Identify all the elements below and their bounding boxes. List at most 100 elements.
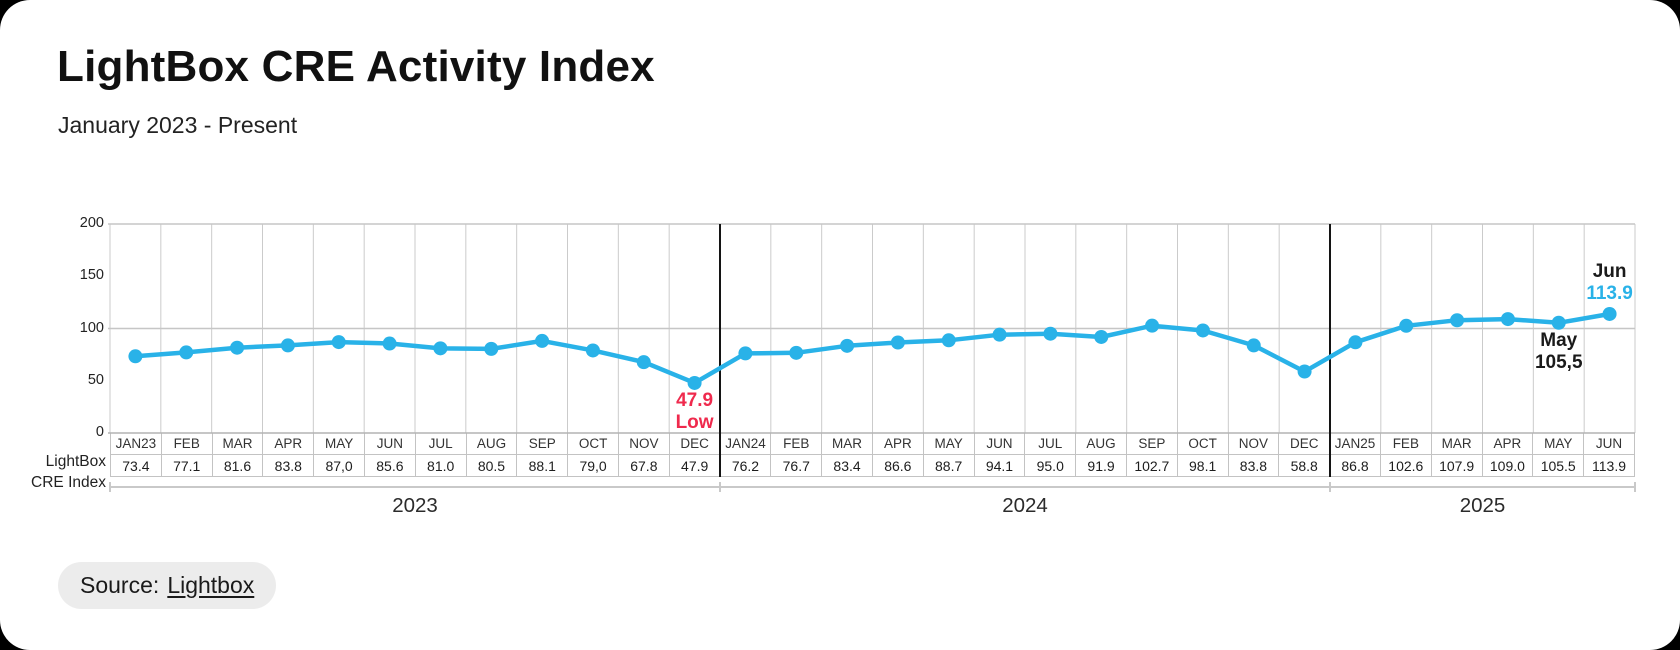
series-row-label-line2: CRE Index — [31, 474, 106, 491]
month-cell: JUN — [1584, 433, 1635, 455]
value-cell: 102.7 — [1126, 455, 1178, 477]
value-cell: 109.0 — [1482, 455, 1534, 477]
annotation-jun25: Jun 113.9 — [1586, 261, 1633, 305]
month-cell: MAR — [1431, 433, 1483, 455]
month-cell: MAY — [923, 433, 975, 455]
value-cell: 83.4 — [822, 455, 873, 477]
value-cell: 79,0 — [568, 455, 619, 477]
value-cell: 81.6 — [212, 455, 264, 477]
value-cell: 86.8 — [1330, 455, 1381, 477]
value-cell: 88.1 — [517, 455, 569, 477]
month-cell: OCT — [1177, 433, 1229, 455]
month-cell: MAY — [1533, 433, 1585, 455]
month-cell: APR — [872, 433, 924, 455]
annotation-line: Jun — [1592, 260, 1627, 282]
data-point — [280, 338, 295, 353]
month-cell: NOV — [618, 433, 670, 455]
month-cell: JAN23 — [110, 433, 162, 455]
month-cell: JAN25 — [1330, 433, 1381, 455]
month-cell: DEC — [669, 433, 721, 455]
data-point — [1195, 323, 1210, 338]
data-point — [433, 341, 448, 356]
source-link[interactable]: Lightbox — [167, 572, 255, 598]
y-axis-tick: 100 — [79, 319, 104, 336]
value-cell: 105.5 — [1533, 455, 1585, 477]
data-point — [687, 375, 702, 390]
value-cell: 58.8 — [1279, 455, 1331, 477]
data-point — [789, 345, 804, 360]
annotation-line: Low — [675, 411, 714, 433]
value-cell: 86.6 — [872, 455, 924, 477]
month-cell: JUL — [1025, 433, 1077, 455]
month-cell: SEP — [517, 433, 569, 455]
data-point — [941, 333, 956, 348]
data-point — [1246, 338, 1261, 353]
value-cell: 67.8 — [618, 455, 670, 477]
month-cell: FEB — [771, 433, 823, 455]
y-axis-tick: 50 — [87, 371, 104, 388]
data-point — [535, 333, 550, 348]
month-cell: OCT — [568, 433, 619, 455]
annotation-may25: May 105,5 — [1535, 330, 1583, 374]
data-point — [1145, 318, 1160, 333]
month-cell: FEB — [1380, 433, 1432, 455]
year-label: 2025 — [1459, 494, 1506, 517]
source-prefix: Source: — [80, 572, 160, 598]
year-label: 2023 — [392, 494, 438, 517]
data-point — [382, 336, 397, 351]
value-cell: 83.8 — [1228, 455, 1280, 477]
data-point — [1500, 312, 1515, 327]
month-cell: APR — [1482, 433, 1534, 455]
month-cell: MAR — [822, 433, 873, 455]
value-cell: 95.0 — [1025, 455, 1077, 477]
month-cell: JAN24 — [720, 433, 772, 455]
data-point — [1043, 326, 1058, 341]
value-row: 73.4 77.1 81.6 83.8 87,0 85.6 81.0 80.5 88.1 79,0… — [110, 455, 1635, 477]
month-cell: FEB — [161, 433, 213, 455]
data-point — [484, 341, 499, 356]
value-cell: 107.9 — [1431, 455, 1483, 477]
source-pill: Source: Lightbox — [58, 562, 277, 609]
month-cell: JUL — [415, 433, 467, 455]
data-point — [992, 327, 1007, 342]
data-point — [1551, 315, 1566, 330]
month-cell: DEC — [1279, 433, 1331, 455]
data-point — [331, 335, 346, 350]
data-point — [1094, 329, 1109, 344]
data-point — [636, 355, 651, 370]
annotation-line: 47.9 — [676, 389, 714, 411]
page-title: LightBox CRE Activity Index — [57, 42, 655, 91]
data-point — [585, 343, 600, 358]
month-cell: APR — [263, 433, 315, 455]
value-cell: 91.9 — [1076, 455, 1127, 477]
data-point — [738, 346, 753, 361]
month-cell: AUG — [466, 433, 518, 455]
month-cell: MAY — [314, 433, 365, 455]
annotation-line: May — [1540, 329, 1578, 351]
value-cell: 80.5 — [466, 455, 518, 477]
series-row-label: LightBox CRE Index — [16, 451, 106, 493]
year-label: 2024 — [1002, 494, 1048, 517]
value-cell: 113.9 — [1584, 455, 1635, 477]
value-cell: 102.6 — [1380, 455, 1432, 477]
data-point — [128, 349, 143, 364]
month-cell: JUN — [364, 433, 416, 455]
value-cell: 77.1 — [161, 455, 213, 477]
data-point — [1297, 364, 1312, 379]
month-cell: JUN — [974, 433, 1026, 455]
value-cell: 76.7 — [771, 455, 823, 477]
page-subtitle: January 2023 - Present — [58, 112, 298, 138]
annotation-line: 113.9 — [1586, 282, 1633, 304]
data-point — [1348, 335, 1363, 350]
annotation-line: 105,5 — [1534, 351, 1583, 373]
y-axis-tick: 150 — [79, 267, 104, 284]
value-cell: 47.9 — [669, 455, 721, 477]
data-point — [890, 335, 905, 350]
data-point — [840, 338, 855, 353]
value-cell: 85.6 — [364, 455, 416, 477]
value-cell: 88.7 — [923, 455, 975, 477]
cre-index-line — [133, 311, 1612, 386]
data-point — [230, 340, 245, 355]
